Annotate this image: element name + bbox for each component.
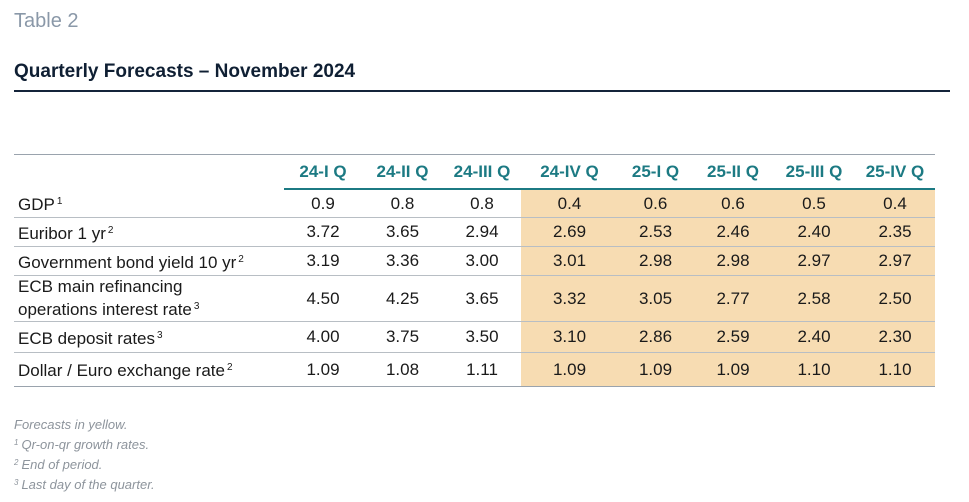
forecast-cell: 2.35: [855, 217, 935, 247]
table-row-bond-yield: Government bond yield 10 yr 2 3.19 3.36 3…: [14, 246, 935, 276]
column-header: 24-II Q: [362, 154, 443, 190]
column-header: 25-II Q: [693, 154, 773, 190]
table-row-ecb-deposit: ECB deposit rates 3 4.00 3.75 3.50 3.10 2…: [14, 321, 935, 353]
forecast-cell: 2.58: [773, 275, 855, 322]
table-cell: 4.25: [362, 275, 443, 322]
row-label: Dollar / Euro exchange rate 2: [14, 352, 284, 387]
column-header: 24-III Q: [443, 154, 521, 190]
forecast-cell: 0.6: [618, 189, 693, 218]
column-header: 25-I Q: [618, 154, 693, 190]
forecast-cell: 2.59: [693, 321, 773, 353]
footnote: 1 Qr-on-qr growth rates.: [14, 437, 150, 452]
table-row-gdp: GDP 1 0.9 0.8 0.8 0.4 0.6 0.6 0.5 0.4: [14, 189, 935, 218]
column-header: 25-III Q: [773, 154, 855, 190]
table-label: Table 2: [14, 10, 79, 32]
forecast-cell: 0.4: [521, 189, 618, 218]
header-stub: [14, 155, 284, 190]
table-cell: 3.72: [284, 217, 362, 247]
forecast-cell: 2.97: [855, 246, 935, 276]
forecast-table-container: 24-I Q 24-II Q 24-III Q 24-IV Q 25-I Q 2…: [14, 154, 935, 387]
table-cell: 1.09: [284, 352, 362, 387]
forecast-cell: 2.69: [521, 217, 618, 247]
forecast-cell: 2.40: [773, 217, 855, 247]
footnote: 3 Last day of the quarter.: [14, 477, 155, 492]
table-cell: 0.9: [284, 189, 362, 218]
forecast-cell: 2.77: [693, 275, 773, 322]
row-label: ECB main refinancing operations interest …: [14, 275, 284, 322]
footnote: 2 End of period.: [14, 457, 103, 472]
forecast-cell: 2.98: [693, 246, 773, 276]
table-cell: 3.00: [443, 246, 521, 276]
forecast-cell: 1.10: [773, 352, 855, 387]
table-cell: 4.00: [284, 321, 362, 353]
table-cell: 0.8: [362, 189, 443, 218]
table-row-euribor: Euribor 1 yr 2 3.72 3.65 2.94 2.69 2.53 2…: [14, 217, 935, 247]
table-cell: 1.11: [443, 352, 521, 387]
forecast-cell: 2.30: [855, 321, 935, 353]
table-row-ecb-main-refinancing: ECB main refinancing operations interest …: [14, 275, 935, 322]
table-row-exchange-rate: Dollar / Euro exchange rate 2 1.09 1.08 1…: [14, 352, 935, 387]
forecast-cell: 2.97: [773, 246, 855, 276]
forecast-cell: 1.09: [521, 352, 618, 387]
forecast-cell: 3.32: [521, 275, 618, 322]
forecast-cell: 2.98: [618, 246, 693, 276]
forecast-cell: 3.05: [618, 275, 693, 322]
forecast-cell: 2.50: [855, 275, 935, 322]
forecast-cell: 0.5: [773, 189, 855, 218]
column-header: 24-I Q: [284, 154, 362, 190]
row-label: ECB deposit rates 3: [14, 321, 284, 353]
table-cell: 3.19: [284, 246, 362, 276]
title-divider: [14, 90, 950, 92]
table-title: Quarterly Forecasts – November 2024: [14, 61, 356, 82]
table-cell: 3.75: [362, 321, 443, 353]
forecast-table: 24-I Q 24-II Q 24-III Q 24-IV Q 25-I Q 2…: [14, 154, 935, 387]
forecast-cell: 1.10: [855, 352, 935, 387]
forecast-cell: 1.09: [693, 352, 773, 387]
header-row: 24-I Q 24-II Q 24-III Q 24-IV Q 25-I Q 2…: [14, 154, 935, 190]
table-cell: 0.8: [443, 189, 521, 218]
forecast-cell: 2.86: [618, 321, 693, 353]
table-cell: 2.94: [443, 217, 521, 247]
table-cell: 1.08: [362, 352, 443, 387]
forecast-cell: 2.46: [693, 217, 773, 247]
forecast-cell: 2.40: [773, 321, 855, 353]
row-label: GDP 1: [14, 189, 284, 218]
forecast-cell: 3.01: [521, 246, 618, 276]
forecast-cell: 2.53: [618, 217, 693, 247]
table-cell: 4.50: [284, 275, 362, 322]
column-header: 24-IV Q: [521, 154, 618, 190]
table-cell: 3.50: [443, 321, 521, 353]
forecast-cell: 0.6: [693, 189, 773, 218]
table-cell: 3.65: [443, 275, 521, 322]
forecast-cell: 0.4: [855, 189, 935, 218]
row-label: Government bond yield 10 yr 2: [14, 246, 284, 276]
forecast-legend-note: Forecasts in yellow.: [14, 417, 128, 432]
forecast-cell: 3.10: [521, 321, 618, 353]
column-header: 25-IV Q: [855, 154, 935, 190]
forecast-cell: 1.09: [618, 352, 693, 387]
row-label: Euribor 1 yr 2: [14, 217, 284, 247]
table-cell: 3.36: [362, 246, 443, 276]
table-cell: 3.65: [362, 217, 443, 247]
footnotes: Forecasts in yellow. 1 Qr-on-qr growth ra…: [14, 416, 155, 494]
